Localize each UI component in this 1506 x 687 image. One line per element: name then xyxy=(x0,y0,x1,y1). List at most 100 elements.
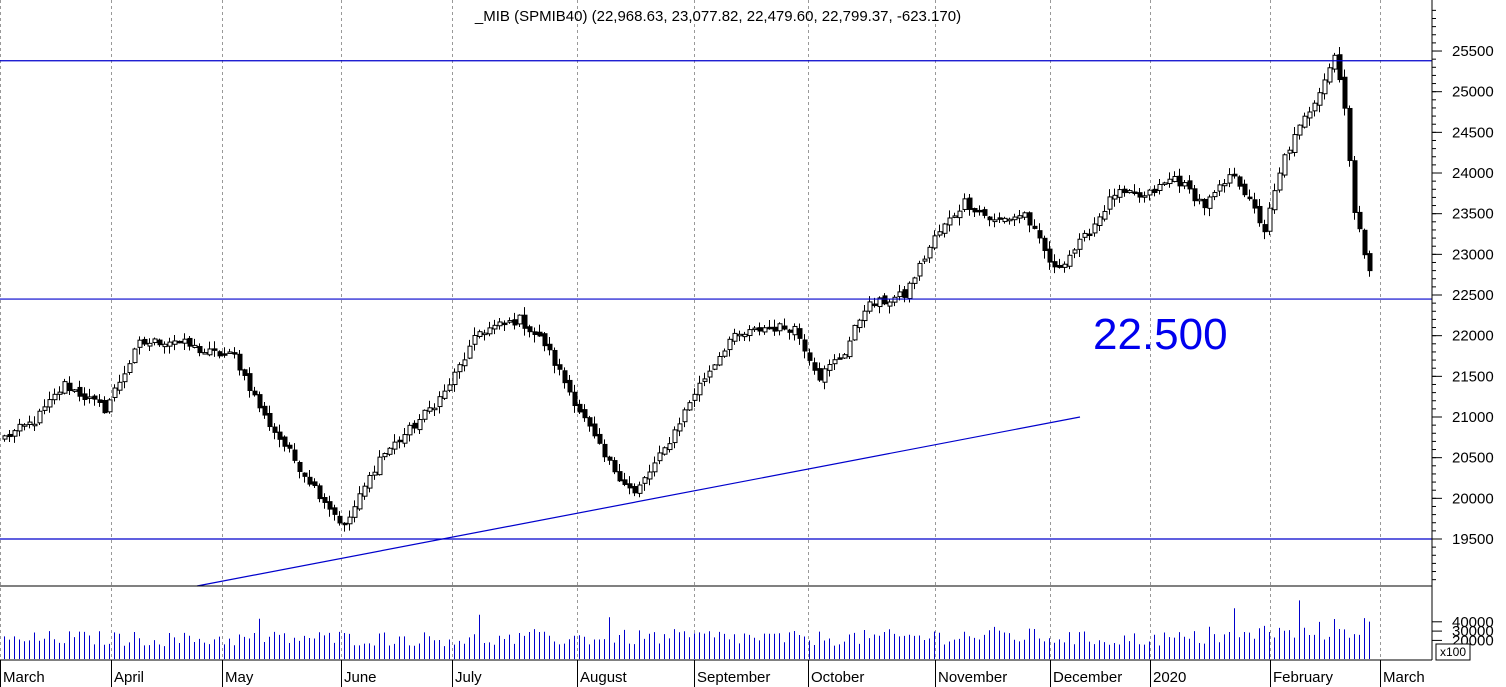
candle-up xyxy=(1007,218,1013,222)
candle-down xyxy=(972,208,978,213)
candle-up xyxy=(827,364,833,371)
candle-up xyxy=(712,364,718,370)
candle-up xyxy=(1022,212,1028,218)
candle-up xyxy=(912,277,918,284)
candle-up xyxy=(392,441,398,450)
candle-down xyxy=(997,217,1003,220)
candle-up xyxy=(1282,154,1288,176)
candle-up xyxy=(832,359,838,365)
candle-down xyxy=(587,417,593,427)
candle-up xyxy=(367,474,373,489)
candle-up xyxy=(887,301,893,307)
candle-up xyxy=(1102,210,1108,220)
candle-down xyxy=(872,303,878,307)
candle-up xyxy=(1267,207,1273,232)
candle-up xyxy=(952,215,958,218)
candle-down xyxy=(267,412,273,428)
candle-down xyxy=(1337,54,1343,81)
candle-up xyxy=(117,381,123,391)
candle-down xyxy=(177,340,183,344)
candle-up xyxy=(387,447,393,455)
candle-up xyxy=(1332,54,1338,70)
candle-down xyxy=(622,479,628,485)
candle-up xyxy=(1272,190,1278,211)
candle-up xyxy=(417,419,423,431)
candle-up xyxy=(962,198,968,210)
candle-up xyxy=(467,345,473,359)
candle-up xyxy=(1222,183,1228,187)
candle-up xyxy=(662,447,668,455)
candle-up xyxy=(437,396,443,408)
candle-up xyxy=(377,456,383,476)
candle-up xyxy=(152,338,158,344)
candle-up xyxy=(1017,215,1023,219)
candle-down xyxy=(197,346,203,354)
candle-down xyxy=(212,348,218,351)
candle-up xyxy=(722,350,728,357)
candle-down xyxy=(627,483,633,489)
candle-up xyxy=(1317,92,1323,106)
candle-up xyxy=(687,402,693,411)
candle-down xyxy=(272,426,278,433)
candle-up xyxy=(1327,67,1333,83)
candle-up xyxy=(1117,189,1123,198)
candle-down xyxy=(282,436,288,447)
trendline xyxy=(196,416,1081,587)
price-tick-label: 20000 xyxy=(1452,490,1494,507)
candle-down xyxy=(252,390,258,396)
candle-down xyxy=(977,209,983,213)
candle-down xyxy=(157,339,163,346)
candle-down xyxy=(1247,196,1253,200)
candle-down xyxy=(902,289,908,298)
candle-up xyxy=(892,296,898,303)
candle-up xyxy=(497,321,503,327)
candle-down xyxy=(82,393,88,401)
price-tick-label: 25500 xyxy=(1452,43,1494,60)
candle-down xyxy=(67,382,73,392)
candle-down xyxy=(102,399,108,414)
candle-up xyxy=(472,334,478,345)
month-label: July xyxy=(455,669,482,686)
candle-up xyxy=(1297,124,1303,136)
candle-up xyxy=(1227,174,1233,184)
candle-down xyxy=(882,295,888,305)
candle-down xyxy=(807,352,813,361)
candle-up xyxy=(167,341,173,347)
month-label: March xyxy=(1383,669,1425,686)
candle-up xyxy=(422,409,428,420)
candle-down xyxy=(572,391,578,407)
candle-up xyxy=(42,406,48,411)
candle-down xyxy=(1087,233,1093,237)
candle-down xyxy=(1042,237,1048,252)
candle-down xyxy=(412,422,418,429)
candle-down xyxy=(767,326,773,330)
candle-down xyxy=(397,439,403,443)
candle-up xyxy=(362,485,368,497)
candle-up xyxy=(1147,189,1153,196)
candle-down xyxy=(787,329,793,333)
candle-up xyxy=(487,327,493,335)
candle-up xyxy=(137,339,143,348)
candle-down xyxy=(1187,180,1193,190)
candle-down xyxy=(582,409,588,419)
candle-up xyxy=(992,219,998,223)
candle-up xyxy=(867,301,873,312)
candle-down xyxy=(1202,198,1208,209)
candle-up xyxy=(697,382,703,396)
candle-down xyxy=(987,216,993,221)
candle-down xyxy=(1262,224,1268,233)
candle-up xyxy=(57,391,63,395)
candle-up xyxy=(517,314,523,325)
candle-up xyxy=(132,348,138,364)
candle-down xyxy=(257,394,263,409)
candle-up xyxy=(727,338,733,351)
candles xyxy=(2,47,1373,532)
candle-up xyxy=(877,297,883,308)
candle-up xyxy=(947,217,953,226)
candle-down xyxy=(967,197,973,210)
candle-down xyxy=(342,522,348,526)
candle-down xyxy=(232,352,238,355)
candle-down xyxy=(1362,229,1368,256)
candle-up xyxy=(1172,175,1178,183)
